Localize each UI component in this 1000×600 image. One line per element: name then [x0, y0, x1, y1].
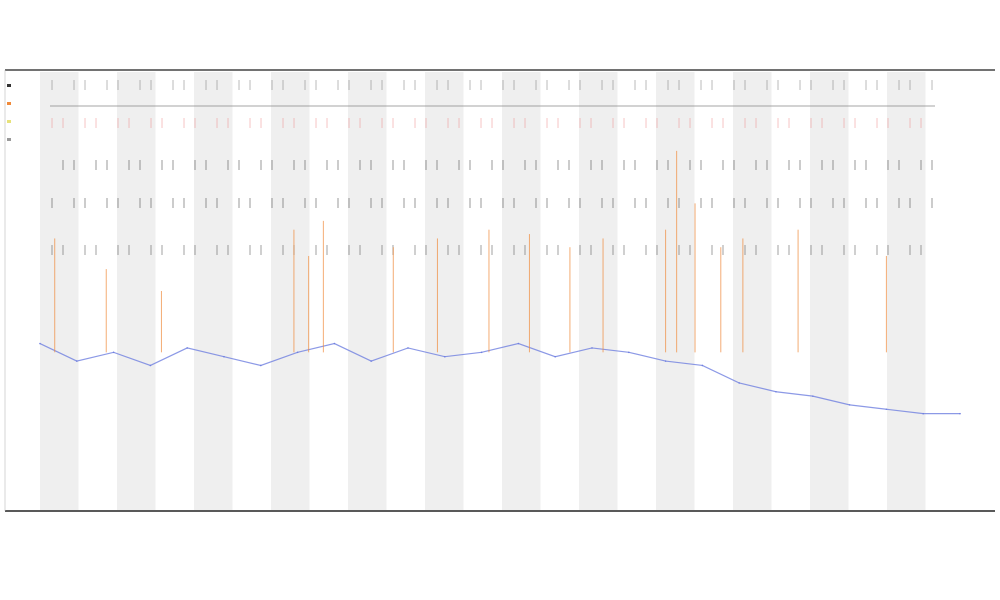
shaded-band-7 [579, 72, 618, 510]
shaded-band-10 [810, 72, 849, 510]
series-0-point-17 [664, 360, 667, 362]
series-0-point-3 [149, 364, 152, 367]
series-0-point-14 [554, 355, 556, 358]
series-0-point-20 [775, 390, 777, 393]
shaded-band-6 [502, 72, 541, 510]
series-0-point-9 [370, 360, 373, 362]
series-0-point-23 [885, 408, 888, 411]
legend [7, 84, 11, 141]
legend-swatch-1 [7, 102, 11, 105]
series-0-point-6 [260, 364, 262, 367]
shaded-band-1 [117, 72, 156, 510]
series-0-point-24 [922, 412, 924, 415]
shaded-band-3 [271, 72, 310, 510]
series-0-point-15 [591, 347, 593, 349]
series-0-point-25 [959, 412, 961, 415]
series-0-point-8 [333, 342, 336, 345]
shaded-band-0 [40, 72, 79, 510]
series-0-point-19 [738, 382, 740, 384]
series-0-point-7 [296, 351, 299, 354]
series-0-point-5 [223, 355, 225, 358]
series-0-point-11 [444, 355, 446, 358]
legend-swatch-0 [7, 84, 11, 87]
series-0-point-21 [812, 395, 814, 397]
shaded-band-5 [425, 72, 464, 510]
legend-swatch-3 [7, 138, 11, 141]
legend-swatch-2 [7, 120, 11, 123]
series-0-point-12 [480, 351, 483, 354]
shaded-bands [40, 72, 926, 510]
series-0-point-1 [76, 360, 78, 362]
series-0-point-2 [112, 351, 115, 354]
series-0-point-0 [39, 342, 41, 345]
annotation-ticks [50, 80, 935, 255]
series-0-point-10 [407, 347, 409, 349]
shaded-band-2 [194, 72, 233, 510]
shaded-band-11 [887, 72, 926, 510]
series-0-point-22 [848, 404, 851, 406]
series-layer [39, 150, 961, 415]
shaded-band-8 [656, 72, 695, 510]
shaded-band-9 [733, 72, 772, 510]
series-0-point-16 [628, 351, 630, 354]
series-0-point-4 [186, 347, 188, 349]
series-line-0 [39, 342, 960, 415]
shaded-band-4 [348, 72, 387, 510]
series-0-point-18 [701, 364, 704, 367]
series-0-point-13 [517, 342, 520, 345]
